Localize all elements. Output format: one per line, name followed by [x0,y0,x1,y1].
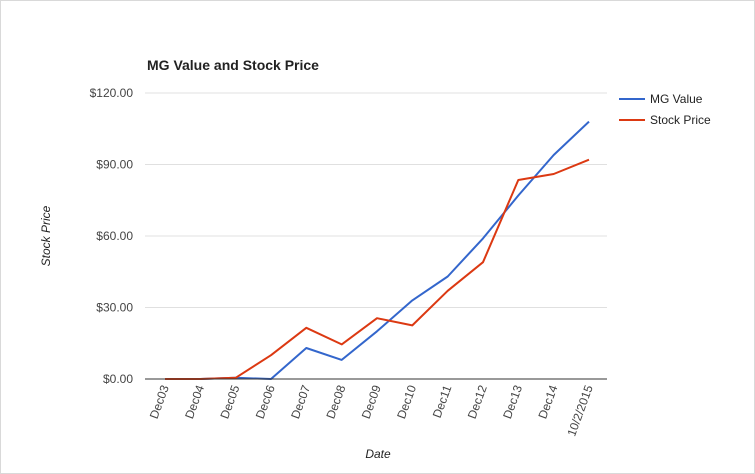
x-tick-label: Dec14 [535,383,560,421]
y-tick-label: $90.00 [96,158,133,172]
x-tick-label: Dec13 [500,383,525,421]
x-tick-label: Dec04 [182,383,207,421]
x-tick-label: Dec05 [217,383,242,421]
y-axis-label: Stock Price [39,205,53,266]
series-line [165,158,590,380]
legend[interactable]: MG Value Stock Price [619,92,711,127]
x-tick-label: Dec12 [465,383,490,421]
chart-title: MG Value and Stock Price [147,57,319,73]
x-tick-label: Dec11 [430,383,455,420]
gridlines [145,92,607,308]
x-tick-label: Dec03 [147,383,172,421]
x-tick-label: 10/2/2015 [564,383,596,438]
x-axis-ticks: Dec03 Dec04 Dec05 Dec06 Dec07 Dec08 Dec09 Dec10… [147,383,596,438]
series-line [165,120,590,380]
legend-label: Stock Price [650,113,711,127]
x-tick-label: Dec06 [253,383,278,421]
y-tick-label: $60.00 [96,229,133,243]
x-tick-label: Dec09 [359,383,384,421]
legend-item[interactable]: MG Value [619,92,703,106]
y-tick-label: $120.00 [90,86,134,100]
x-tick-label: Dec07 [288,383,313,421]
x-tick-label: Dec10 [394,383,419,421]
y-axis-ticks: $0.00 $30.00 $60.00 $90.00 $120.00 [90,86,134,386]
legend-item[interactable]: Stock Price [619,113,711,127]
x-axis-label: Date [365,447,391,461]
x-tick-label: Dec08 [323,383,348,421]
y-tick-label: $30.00 [96,301,133,315]
legend-label: MG Value [650,92,703,106]
y-tick-label: $0.00 [103,372,133,386]
series-lines [165,120,590,380]
